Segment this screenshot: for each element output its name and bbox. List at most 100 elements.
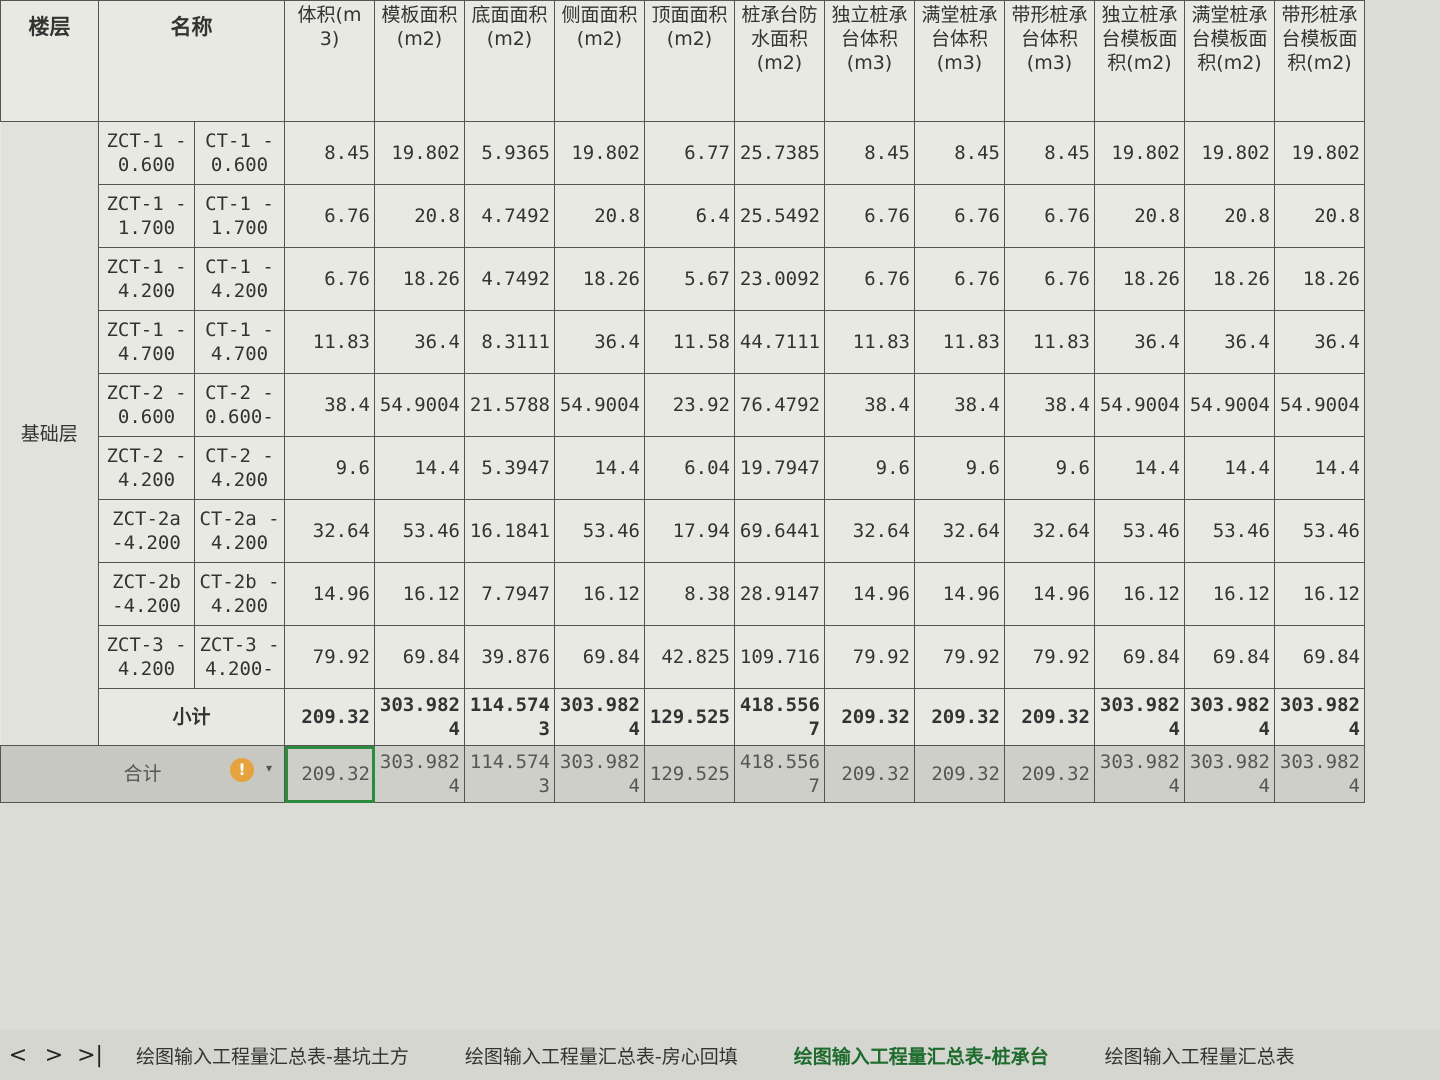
value-cell[interactable]: 19.802 [1184,121,1275,185]
value-cell[interactable]: 4.7492 [464,247,555,311]
name-cell[interactable]: ZCT-2 -0.600 [98,373,195,437]
column-header[interactable]: 模板面积(m2) [374,0,465,122]
column-header[interactable]: 满堂桩承台模板面积(m2) [1184,0,1275,122]
subtotal-cell[interactable]: 209.32 [284,688,375,746]
value-cell[interactable]: 36.4 [1184,310,1275,374]
name-cell[interactable]: CT-2b -4.200 [194,562,285,626]
value-cell[interactable]: 6.4 [644,184,735,248]
value-cell[interactable]: 18.26 [1274,247,1365,311]
name-cell[interactable]: ZCT-2b -4.200 [98,562,195,626]
sheet-tab-backfill[interactable]: 绘图输入工程量汇总表-房心回填 [464,1045,738,1068]
value-cell[interactable]: 32.64 [1004,499,1095,563]
value-cell[interactable]: 9.6 [284,436,375,500]
value-cell[interactable]: 17.94 [644,499,735,563]
value-cell[interactable]: 38.4 [1004,373,1095,437]
value-cell[interactable]: 14.96 [284,562,375,626]
value-cell[interactable]: 16.12 [374,562,465,626]
total-cell[interactable]: 303.9824 [1274,745,1365,803]
value-cell[interactable]: 69.84 [554,625,645,689]
name-cell[interactable]: CT-1 -4.200 [194,247,285,311]
value-cell[interactable]: 69.6441 [734,499,825,563]
value-cell[interactable]: 38.4 [914,373,1005,437]
column-header[interactable]: 底面面积(m2) [464,0,555,122]
value-cell[interactable]: 79.92 [1004,625,1095,689]
value-cell[interactable]: 53.46 [1274,499,1365,563]
value-cell[interactable]: 6.76 [1004,184,1095,248]
value-cell[interactable]: 14.4 [1274,436,1365,500]
subtotal-cell[interactable]: 209.32 [1004,688,1095,746]
value-cell[interactable]: 8.38 [644,562,735,626]
value-cell[interactable]: 14.96 [824,562,915,626]
value-cell[interactable]: 42.825 [644,625,735,689]
value-cell[interactable]: 14.4 [1184,436,1275,500]
total-cell[interactable]: 303.9824 [374,745,465,803]
floor-cell[interactable]: 基础层 [0,121,99,746]
chevron-down-icon[interactable]: ▾ [265,761,272,775]
value-cell[interactable]: 9.6 [914,436,1005,500]
value-cell[interactable]: 38.4 [284,373,375,437]
total-cell[interactable]: 303.9824 [554,745,645,803]
name-cell[interactable]: ZCT-3 -4.200 [98,625,195,689]
value-cell[interactable]: 54.9004 [374,373,465,437]
name-cell[interactable]: ZCT-2 -4.200 [98,436,195,500]
value-cell[interactable]: 20.8 [1184,184,1275,248]
value-cell[interactable]: 69.84 [1274,625,1365,689]
value-cell[interactable]: 32.64 [824,499,915,563]
value-cell[interactable]: 14.96 [1004,562,1095,626]
name-cell[interactable]: CT-2 -4.200 [194,436,285,500]
name-cell[interactable]: ZCT-1 -4.200 [98,247,195,311]
value-cell[interactable]: 19.802 [1094,121,1185,185]
column-header[interactable]: 桩承台防水面积(m2) [734,0,825,122]
value-cell[interactable]: 8.45 [914,121,1005,185]
value-cell[interactable]: 5.9365 [464,121,555,185]
value-cell[interactable]: 44.7111 [734,310,825,374]
value-cell[interactable]: 11.83 [1004,310,1095,374]
value-cell[interactable]: 19.802 [554,121,645,185]
value-cell[interactable]: 18.26 [1184,247,1275,311]
value-cell[interactable]: 20.8 [1094,184,1185,248]
column-header[interactable]: 带形桩承台体积(m3) [1004,0,1095,122]
name-cell[interactable]: ZCT-2a -4.200 [98,499,195,563]
name-cell[interactable]: CT-1 - 4.700 [194,310,285,374]
last-sheet-button[interactable]: >| [77,1042,103,1068]
value-cell[interactable]: 18.26 [554,247,645,311]
total-cell[interactable]: 209.32 [914,745,1005,803]
value-cell[interactable]: 4.7492 [464,184,555,248]
column-header[interactable]: 独立桩承台模板面积(m2) [1094,0,1185,122]
next-sheet-button[interactable]: > [44,1042,64,1068]
total-cell[interactable]: 209.32 [824,745,915,803]
value-cell[interactable]: 54.9004 [554,373,645,437]
value-cell[interactable]: 69.84 [1094,625,1185,689]
value-cell[interactable]: 11.83 [914,310,1005,374]
column-header[interactable]: 独立桩承台体积(m3) [824,0,915,122]
value-cell[interactable]: 28.9147 [734,562,825,626]
value-cell[interactable]: 53.46 [374,499,465,563]
value-cell[interactable]: 7.7947 [464,562,555,626]
name-cell[interactable]: CT-1 - 1.700 [194,184,285,248]
value-cell[interactable]: 9.6 [1004,436,1095,500]
value-cell[interactable]: 16.12 [1184,562,1275,626]
value-cell[interactable]: 20.8 [554,184,645,248]
prev-sheet-button[interactable]: < [8,1042,28,1068]
value-cell[interactable]: 8.45 [824,121,915,185]
value-cell[interactable]: 76.4792 [734,373,825,437]
name-cell[interactable]: ZCT-1 -4.700 [98,310,195,374]
value-cell[interactable]: 25.7385 [734,121,825,185]
value-cell[interactable]: 5.67 [644,247,735,311]
value-cell[interactable]: 23.92 [644,373,735,437]
value-cell[interactable]: 6.76 [914,184,1005,248]
value-cell[interactable]: 16.12 [1274,562,1365,626]
name-cell[interactable]: ZCT-1 -1.700 [98,184,195,248]
subtotal-cell[interactable]: 303.9824 [1184,688,1275,746]
value-cell[interactable]: 14.4 [554,436,645,500]
value-cell[interactable]: 6.76 [824,184,915,248]
value-cell[interactable]: 109.716 [734,625,825,689]
value-cell[interactable]: 8.45 [284,121,375,185]
total-cell[interactable]: 418.5567 [734,745,825,803]
value-cell[interactable]: 18.26 [1094,247,1185,311]
value-cell[interactable]: 14.96 [914,562,1005,626]
value-cell[interactable]: 36.4 [374,310,465,374]
value-cell[interactable]: 6.76 [284,184,375,248]
value-cell[interactable]: 19.802 [374,121,465,185]
sheet-tab-pile-cap[interactable]: 绘图输入工程量汇总表-桩承台 [793,1045,1049,1068]
